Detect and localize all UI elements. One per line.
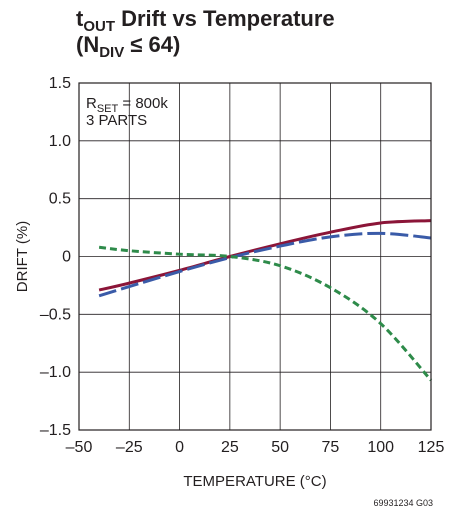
y-tick-label: –0.5 bbox=[40, 306, 71, 323]
title-rest: Drift vs Temperature bbox=[115, 6, 335, 31]
x-tick-label: 100 bbox=[367, 439, 394, 456]
x-tick-label: 0 bbox=[175, 439, 184, 456]
series-lines bbox=[98, 219, 433, 382]
grid bbox=[79, 83, 431, 430]
x-tick-label: 25 bbox=[221, 439, 239, 456]
title-condition: ≤ 64) bbox=[124, 32, 181, 57]
chart-title-line-1: tOUT Drift vs Temperature bbox=[76, 6, 335, 40]
annotation-set-subscript: SET bbox=[97, 103, 119, 115]
annotation-parts: 3 PARTS bbox=[86, 112, 147, 129]
series-line-1 bbox=[98, 219, 432, 292]
title-t: t bbox=[76, 6, 84, 31]
annotation-r: R bbox=[86, 95, 97, 112]
series-line-3 bbox=[98, 245, 433, 382]
figure-code: 69931234 G03 bbox=[373, 498, 433, 508]
y-tick-label: 0.5 bbox=[49, 191, 71, 208]
y-tick-label: 0 bbox=[62, 249, 71, 266]
annotation-rset-value: = 800k bbox=[118, 95, 168, 112]
x-tick-labels: –50 –25 0 25 50 75 100 125 bbox=[66, 439, 445, 456]
x-tick-label: 125 bbox=[418, 439, 445, 456]
x-tick-label: 75 bbox=[322, 439, 340, 456]
chart-title-line-2: (NDIV ≤ 64) bbox=[76, 32, 180, 66]
x-axis-label: TEMPERATURE (°C) bbox=[183, 473, 326, 490]
x-tick-label: –50 bbox=[66, 439, 93, 456]
y-tick-label: 1.0 bbox=[49, 133, 71, 150]
y-tick-label: 1.5 bbox=[49, 75, 71, 92]
plot-frame bbox=[78, 82, 432, 431]
title-out-subscript: OUT bbox=[83, 18, 115, 35]
y-tick-label: –1.0 bbox=[40, 364, 71, 381]
title-div-subscript: DIV bbox=[99, 44, 125, 61]
series-line-2 bbox=[98, 231, 432, 298]
x-tick-label: 50 bbox=[271, 439, 289, 456]
y-tick-labels: 1.5 1.0 0.5 0 –0.5 –1.0 –1.5 bbox=[40, 75, 71, 439]
y-tick-label: –1.5 bbox=[40, 422, 71, 439]
title-n-open: (N bbox=[76, 32, 100, 57]
annotation-rset: RSET = 800k bbox=[86, 95, 168, 115]
x-tick-label: –25 bbox=[116, 439, 143, 456]
y-axis-label: DRIFT (%) bbox=[14, 221, 31, 292]
